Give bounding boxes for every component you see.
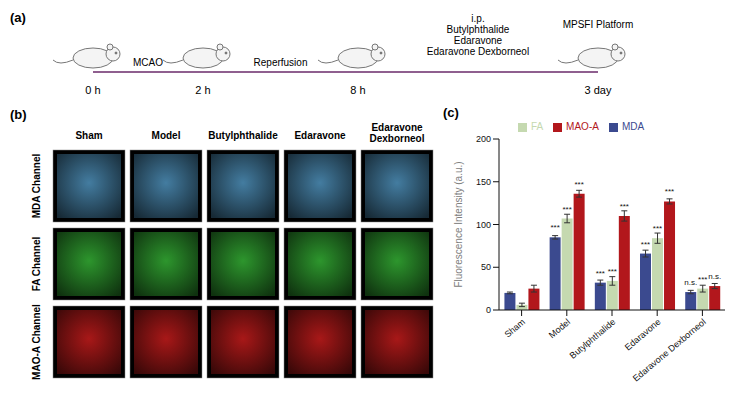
svg-text:***: *** — [596, 269, 605, 278]
svg-text:***: *** — [562, 205, 571, 214]
svg-text:***: *** — [665, 187, 674, 196]
svg-text:100: 100 — [476, 220, 491, 230]
svg-text:MAO-A Channel: MAO-A Channel — [31, 304, 42, 380]
svg-text:FA Channel: FA Channel — [31, 236, 42, 291]
svg-text:(b): (b) — [10, 107, 27, 122]
svg-text:(a): (a) — [10, 10, 26, 25]
svg-text:8 h: 8 h — [350, 84, 365, 96]
svg-text:MCAO: MCAO — [133, 57, 163, 68]
svg-text:0: 0 — [486, 305, 491, 315]
svg-text:Edaravone Dexborneol: Edaravone Dexborneol — [631, 317, 708, 384]
svg-text:Butylphthalide: Butylphthalide — [568, 317, 618, 361]
svg-text:EdaravoneDexborneol: EdaravoneDexborneol — [369, 122, 424, 144]
svg-text:n.s.: n.s. — [708, 272, 721, 281]
svg-text:2 h: 2 h — [195, 84, 210, 96]
svg-text:***: *** — [698, 275, 707, 284]
svg-text:Edaravone: Edaravone — [623, 317, 663, 353]
svg-text:MDA Channel: MDA Channel — [31, 153, 42, 218]
svg-text:Sham: Sham — [75, 130, 102, 141]
svg-text:150: 150 — [476, 177, 491, 187]
svg-text:MPSFI Platform: MPSFI Platform — [563, 19, 634, 30]
html-text:FA: FA — [530, 121, 544, 132]
html-text:MDA: MDA — [621, 121, 645, 132]
svg-text:Fluorescence Intensity (a.u.): Fluorescence Intensity (a.u.) — [453, 161, 464, 287]
svg-text:Model: Model — [547, 317, 572, 340]
svg-text:Butylphthalide: Butylphthalide — [447, 24, 510, 35]
svg-text:Sham: Sham — [503, 317, 527, 340]
svg-text:3 day: 3 day — [585, 84, 612, 96]
svg-text:Edaravone Dexborneol: Edaravone Dexborneol — [427, 46, 529, 57]
svg-text:50: 50 — [481, 262, 491, 272]
svg-text:Edaravone: Edaravone — [294, 130, 346, 141]
svg-text:Model: Model — [152, 130, 181, 141]
svg-text:0 h: 0 h — [85, 84, 100, 96]
svg-text:***: *** — [550, 223, 559, 232]
svg-text:***: *** — [641, 240, 650, 249]
svg-text:***: *** — [608, 267, 617, 276]
svg-text:***: *** — [574, 180, 583, 189]
svg-text:200: 200 — [476, 134, 491, 144]
svg-text:***: *** — [620, 202, 629, 211]
svg-text:Edaravone: Edaravone — [454, 35, 503, 46]
svg-text:Butylphthalide: Butylphthalide — [208, 130, 278, 141]
svg-text:i.p.: i.p. — [471, 13, 484, 24]
html-text:MAO-A: MAO-A — [566, 121, 599, 132]
svg-text:n.s.: n.s. — [684, 278, 697, 287]
html-text:(c): (c) — [443, 105, 459, 120]
svg-text:Reperfusion: Reperfusion — [254, 57, 308, 68]
svg-text:***: *** — [653, 224, 662, 233]
